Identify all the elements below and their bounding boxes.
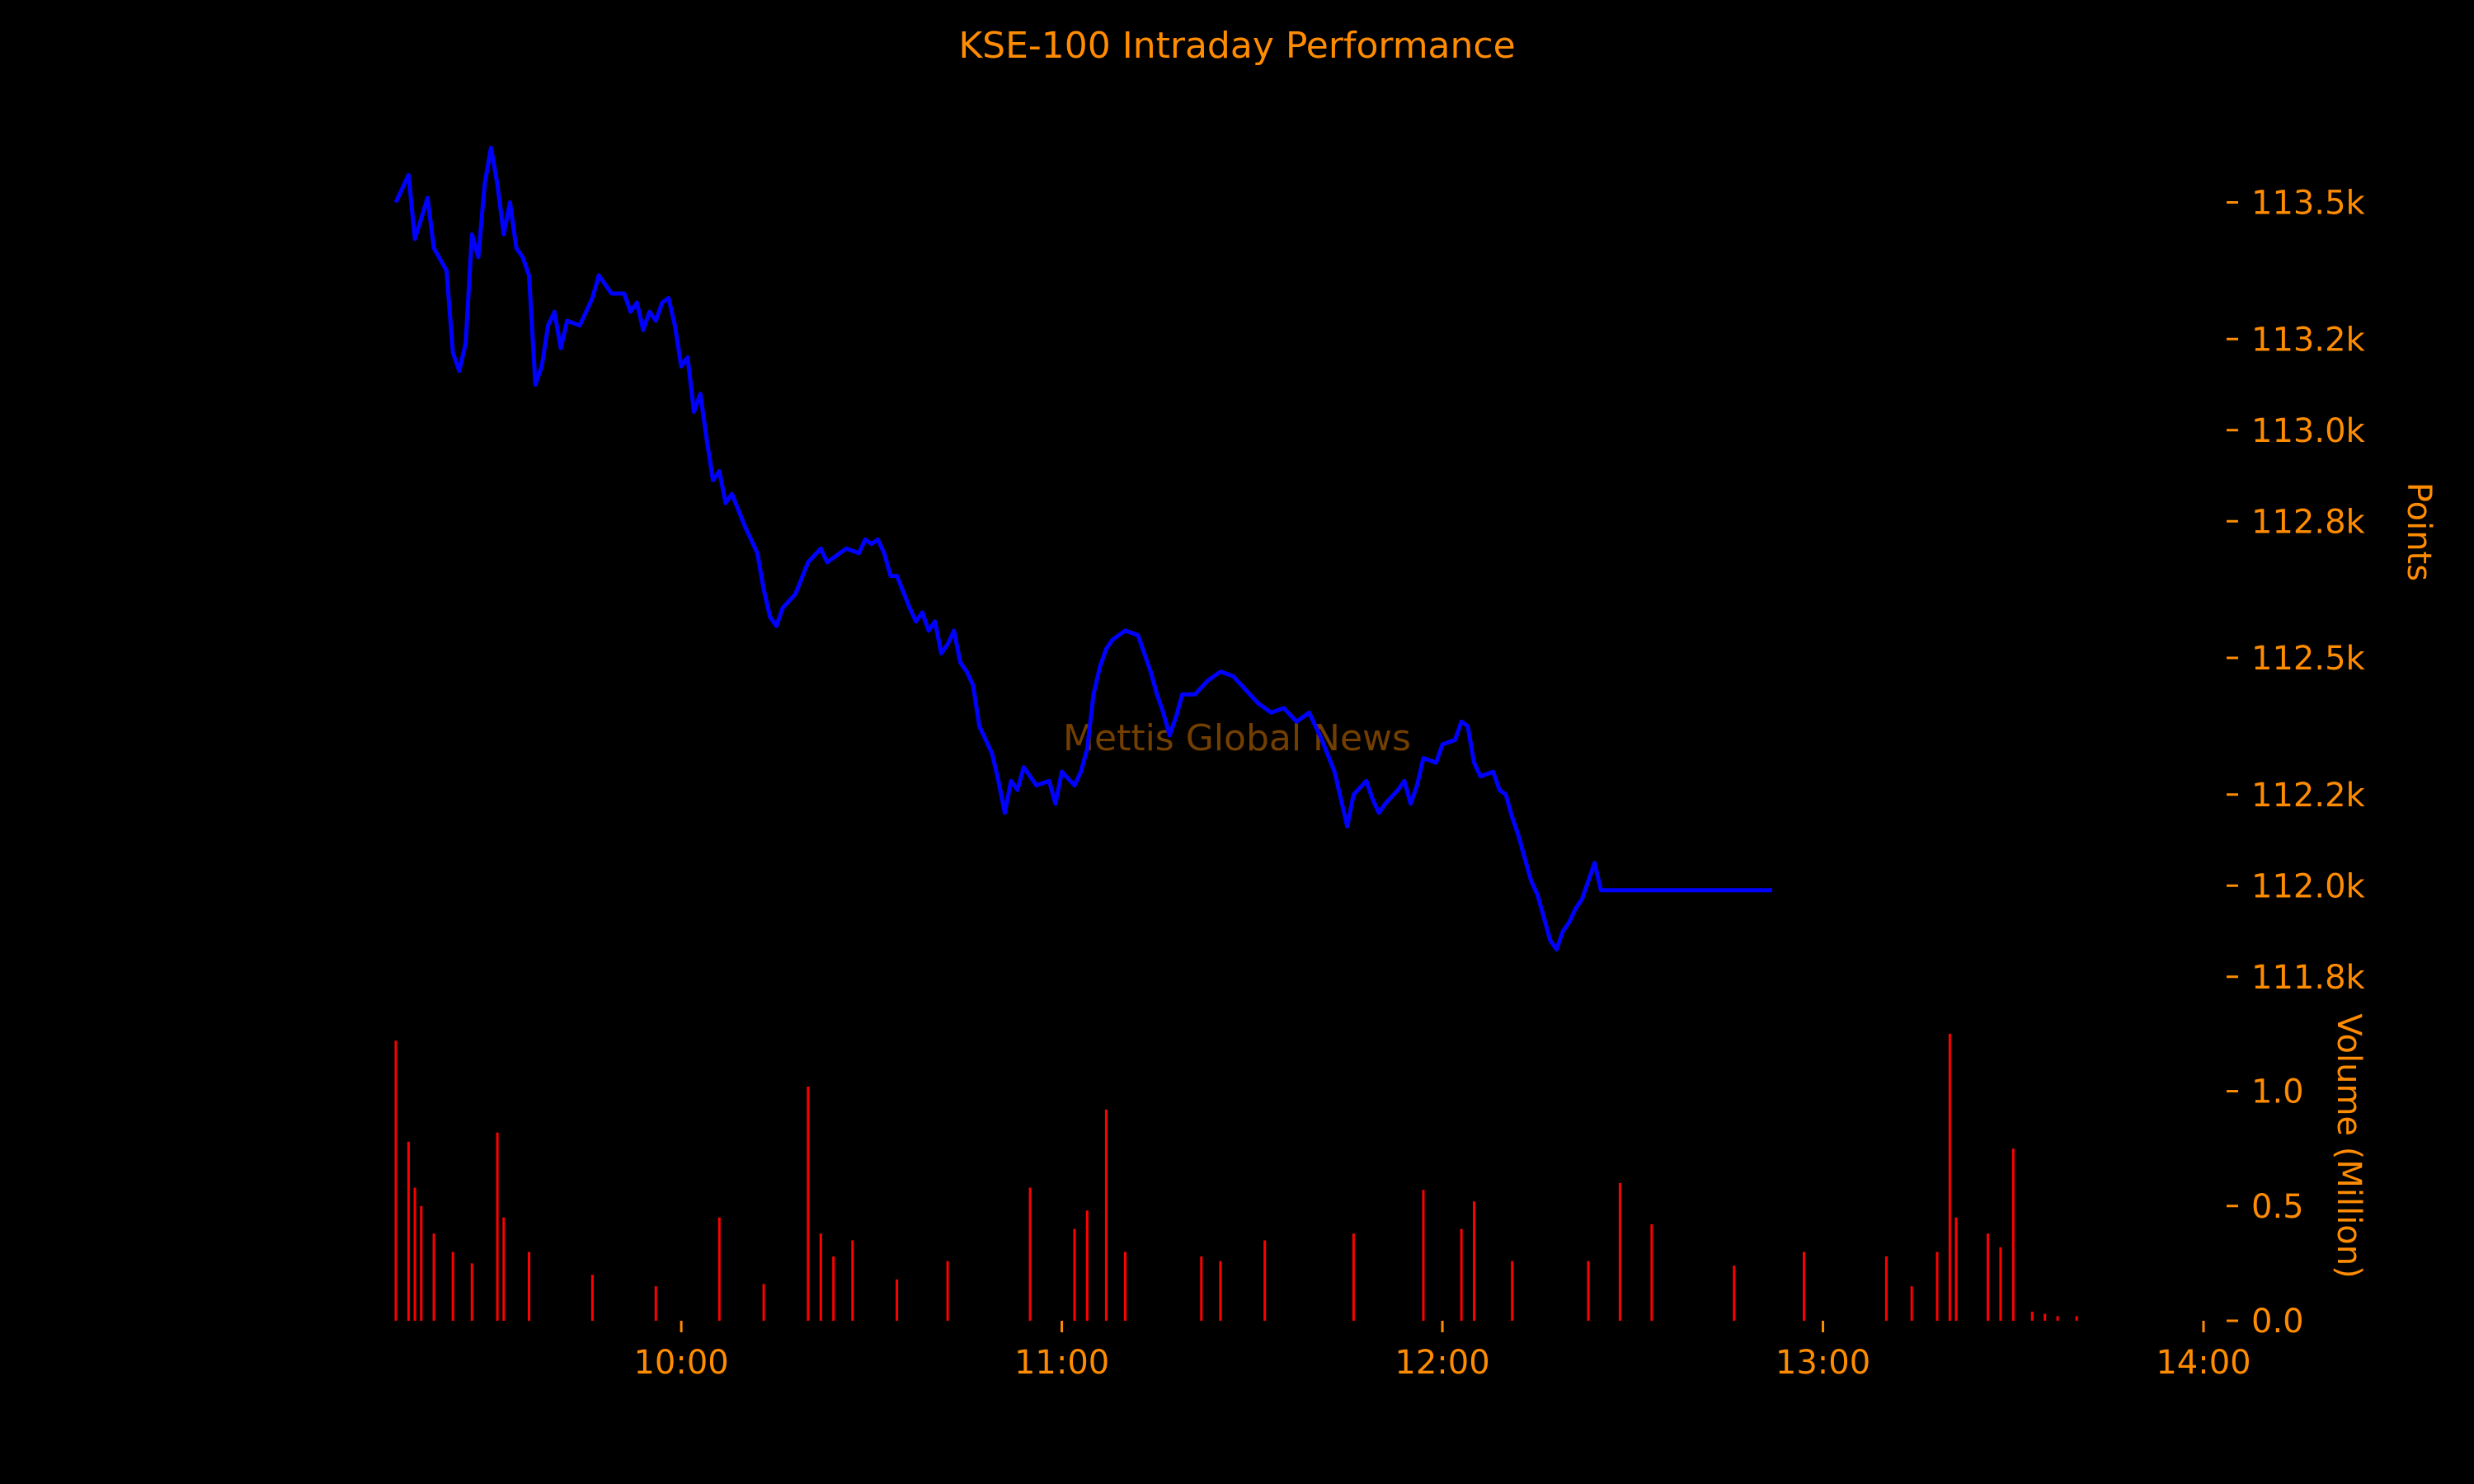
volume-bar	[451, 1252, 454, 1321]
price-tick-label: 113.0k	[2251, 412, 2366, 450]
volume-bar	[2011, 1148, 2015, 1321]
volume-tick-label: 0.0	[2251, 1303, 2304, 1341]
volume-bar	[1733, 1266, 1736, 1321]
volume-bar	[528, 1252, 530, 1321]
volume-bar	[2075, 1316, 2078, 1321]
volume-bar	[1085, 1210, 1089, 1321]
volume-bar	[1511, 1261, 1514, 1321]
volume-bar	[413, 1187, 416, 1321]
volume-bar	[1104, 1109, 1108, 1321]
volume-bar	[851, 1240, 854, 1321]
volume-bar	[1987, 1233, 1989, 1321]
time-tick-label: 10:00	[633, 1344, 728, 1382]
volume-bar	[762, 1284, 765, 1321]
volume-bar	[1884, 1256, 1888, 1321]
volume-bar	[1028, 1187, 1032, 1321]
price-axis-label: Points	[2400, 482, 2438, 581]
volume-tick-label: 1.0	[2251, 1073, 2304, 1111]
volume-bar	[1935, 1252, 1939, 1321]
volume-bar	[420, 1205, 423, 1321]
volume-tick-label: 0.5	[2251, 1188, 2304, 1226]
volume-bar	[807, 1087, 810, 1321]
volume-bar	[1999, 1247, 2002, 1321]
volume-bar	[717, 1217, 721, 1321]
volume-bar	[1954, 1217, 1958, 1321]
volume-bar	[2044, 1313, 2047, 1321]
time-tick-label: 12:00	[1395, 1344, 1489, 1382]
volume-bar	[1910, 1286, 1913, 1321]
volume-bar	[1352, 1233, 1355, 1321]
volume-bar	[407, 1141, 410, 1321]
price-tick-label: 113.2k	[2251, 321, 2366, 359]
chart-title: KSE-100 Intraday Performance	[958, 25, 1515, 67]
volume-axis-label: Volume (Million)	[2330, 1013, 2368, 1278]
volume-bar	[1618, 1182, 1621, 1321]
volume-bar	[819, 1233, 822, 1321]
volume-bar	[832, 1256, 835, 1321]
x-axis: 10:00 11:00 12:00 13:00 14:00	[633, 1321, 2251, 1382]
time-tick-label: 11:00	[1014, 1344, 1109, 1382]
price-tick-label: 113.5k	[2251, 185, 2366, 223]
price-tick-label: 111.8k	[2251, 959, 2366, 997]
price-tick-label: 112.5k	[2251, 640, 2366, 678]
volume-bar	[1219, 1261, 1222, 1321]
volume-bar	[946, 1261, 949, 1321]
kse100-price-line	[393, 145, 1772, 952]
time-tick-label: 13:00	[1776, 1344, 1870, 1382]
volume-bar	[394, 1040, 397, 1321]
volume-bar	[432, 1233, 435, 1321]
time-tick-label: 14:00	[2156, 1344, 2251, 1382]
volume-panel: 0.0 0.5 1.0	[394, 1033, 2304, 1341]
volume-bar	[502, 1217, 506, 1321]
price-panel: 111.8k 112.0k 112.2k 112.5k 112.8k 113.0k 113.…	[393, 145, 2366, 997]
volume-bar	[1473, 1201, 1475, 1321]
volume-bar	[1263, 1240, 1267, 1321]
volume-bar	[1200, 1256, 1203, 1321]
price-tick-label: 112.0k	[2251, 867, 2366, 905]
volume-bar	[1073, 1228, 1076, 1321]
volume-bar	[896, 1279, 899, 1321]
volume-bar	[1803, 1252, 1805, 1321]
price-tick-label: 112.2k	[2251, 777, 2366, 815]
volume-bar	[2030, 1311, 2034, 1321]
volume-bar	[1124, 1252, 1126, 1321]
volume-bar	[590, 1275, 594, 1321]
volume-bar	[1422, 1190, 1425, 1321]
watermark: Mettis Global News	[1063, 717, 1411, 759]
volume-bar	[1650, 1224, 1653, 1321]
volume-bar	[470, 1263, 473, 1321]
volume-bar	[496, 1132, 499, 1321]
price-tick-label: 112.8k	[2251, 503, 2366, 541]
volume-bar	[1460, 1228, 1463, 1321]
volume-bar	[1948, 1033, 1951, 1321]
volume-bar	[2056, 1316, 2059, 1321]
volume-bar	[1587, 1261, 1590, 1321]
volume-bar	[654, 1286, 657, 1321]
